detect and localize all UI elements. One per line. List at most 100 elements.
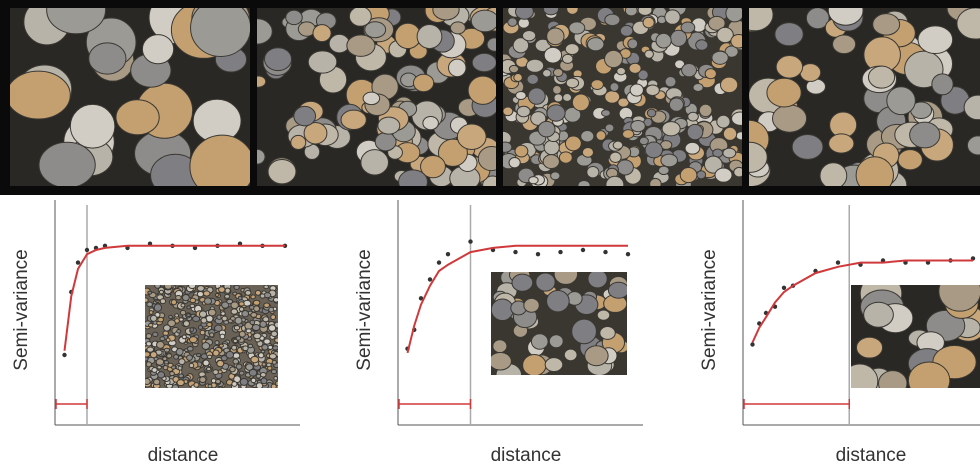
- pebble: [584, 345, 609, 367]
- pebble: [674, 59, 686, 70]
- pebble: [931, 73, 954, 96]
- pebble: [563, 348, 578, 362]
- pebble: [587, 272, 608, 289]
- pebble: [707, 15, 726, 31]
- pebble: [511, 273, 534, 292]
- pebble: [235, 363, 243, 370]
- pebble: [687, 111, 699, 122]
- pebble: [543, 139, 560, 156]
- pebble: [207, 383, 213, 388]
- pebble: [198, 310, 208, 318]
- pebble: [201, 341, 211, 350]
- pebble: [249, 319, 256, 325]
- pebble: [146, 346, 155, 353]
- pebble: [526, 73, 540, 85]
- pebble: [522, 354, 547, 375]
- pebble: [188, 285, 197, 290]
- pebble: [791, 134, 824, 160]
- pebble: [232, 358, 240, 365]
- pebble: [202, 359, 210, 367]
- pebble: [832, 34, 857, 55]
- pebble: [684, 141, 701, 155]
- pebble: [186, 354, 193, 361]
- fit-curve: [63, 244, 285, 351]
- pebble: [252, 299, 261, 306]
- pebble: [69, 103, 116, 149]
- y-axis-label: Semi-variance: [11, 249, 32, 370]
- pebble: [177, 365, 183, 371]
- pebble: [456, 123, 487, 151]
- pebble: [229, 366, 236, 373]
- pebble: [492, 339, 508, 354]
- pebble: [199, 329, 206, 336]
- pebble: [215, 379, 221, 385]
- pebble: [377, 116, 401, 135]
- data-point: [835, 260, 841, 265]
- pebble: [897, 149, 923, 171]
- pebble: [642, 16, 655, 29]
- pebble: [527, 87, 546, 105]
- pebble: [595, 130, 607, 141]
- pebble: [477, 145, 496, 172]
- pebble: [233, 325, 241, 331]
- pebble: [719, 76, 739, 94]
- pebble: [565, 77, 580, 89]
- pebble: [230, 308, 239, 315]
- pebble: [571, 318, 597, 345]
- pebble: [508, 64, 520, 74]
- pebble: [257, 352, 265, 359]
- pebble: [543, 8, 560, 16]
- pebble: [145, 351, 151, 358]
- pebble: [695, 39, 709, 51]
- pebble: [657, 165, 670, 176]
- pebble: [293, 105, 317, 127]
- pebble-image: [257, 8, 496, 186]
- pebble: [609, 151, 622, 163]
- pebble: [268, 306, 275, 313]
- pebble: [696, 170, 707, 180]
- pebble: [237, 295, 243, 301]
- x-axis-label: distance: [491, 445, 562, 466]
- data-point: [970, 256, 976, 261]
- pebble: [703, 155, 723, 174]
- pebble: [190, 8, 250, 57]
- pebble: [218, 286, 226, 293]
- pebble: [546, 289, 570, 313]
- pebble: [507, 17, 518, 27]
- pebble: [522, 29, 537, 42]
- pebble: [704, 68, 717, 80]
- pebble: [224, 293, 231, 299]
- data-point: [436, 260, 442, 265]
- pebble: [604, 49, 623, 69]
- pebble: [146, 301, 154, 308]
- pebble: [303, 121, 328, 145]
- pebble: [250, 294, 256, 300]
- pebble: [261, 344, 269, 351]
- pebble: [218, 343, 224, 348]
- pebble: [263, 338, 271, 345]
- pebble: [561, 53, 574, 64]
- pebble: [716, 114, 731, 129]
- pebble: [528, 176, 539, 185]
- pebble: [422, 115, 439, 131]
- pebble: [253, 305, 261, 312]
- pebble: [259, 293, 266, 299]
- pebble: [503, 106, 514, 117]
- pebble: [577, 179, 591, 186]
- pebble: [214, 340, 220, 345]
- data-point: [237, 241, 243, 246]
- pebble: [166, 353, 173, 359]
- pebble: [203, 335, 209, 340]
- pebble: [553, 272, 579, 285]
- pebble: [416, 23, 443, 50]
- pebble: [733, 166, 742, 178]
- pebble: [224, 287, 231, 294]
- pebble: [664, 9, 681, 25]
- pebble: [212, 369, 219, 375]
- pebble: [513, 73, 523, 82]
- pebble: [248, 368, 258, 377]
- pebble: [230, 316, 236, 321]
- pebble: [548, 334, 564, 349]
- pebble: [346, 34, 376, 57]
